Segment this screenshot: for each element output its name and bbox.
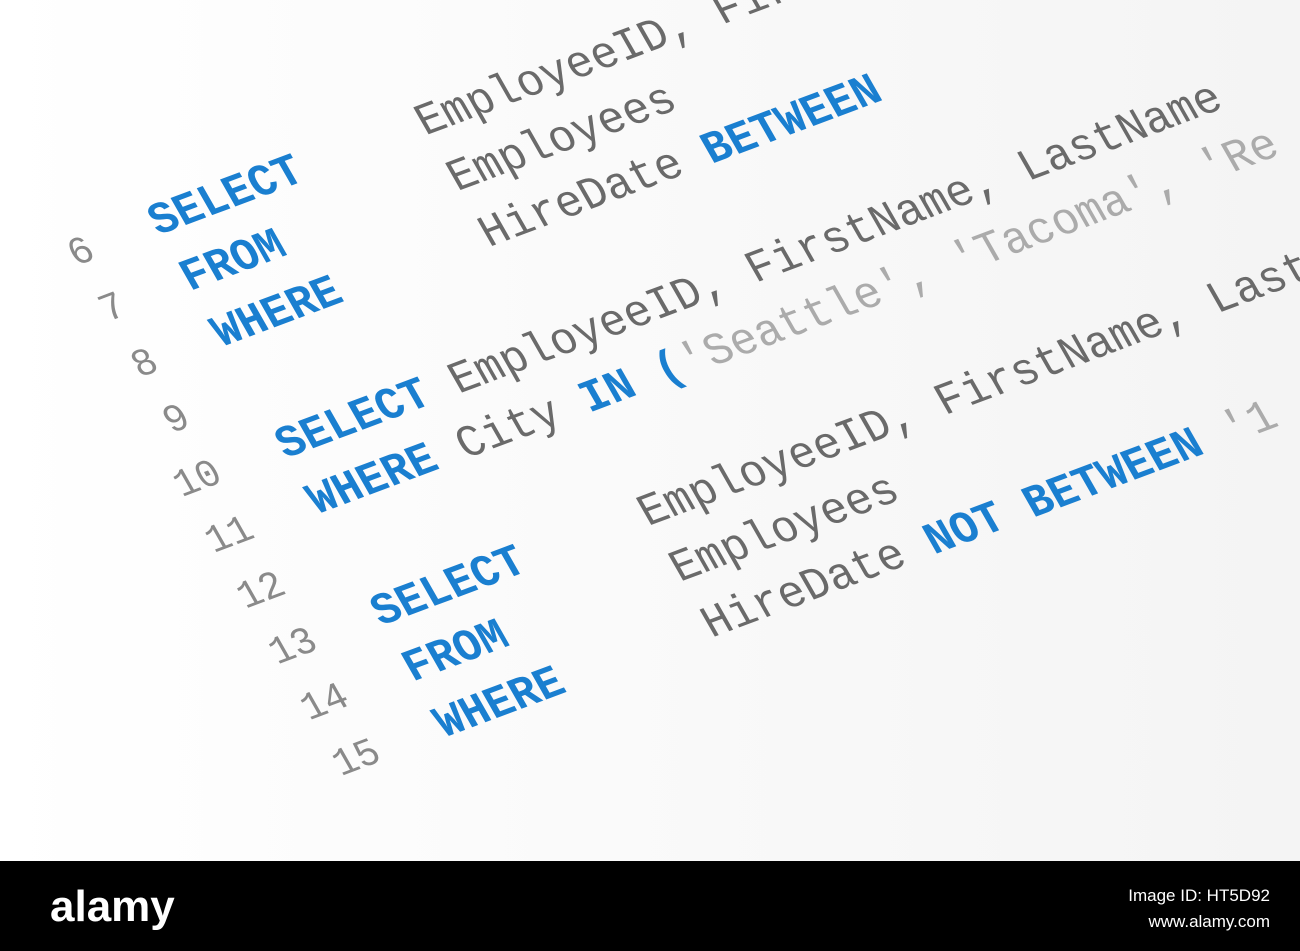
image-id: Image ID: HT5D92 xyxy=(1128,886,1270,905)
footer-bar xyxy=(0,861,1300,951)
url: www.alamy.com xyxy=(1147,912,1270,931)
logo: alamy xyxy=(50,882,175,931)
paper xyxy=(0,0,1300,861)
